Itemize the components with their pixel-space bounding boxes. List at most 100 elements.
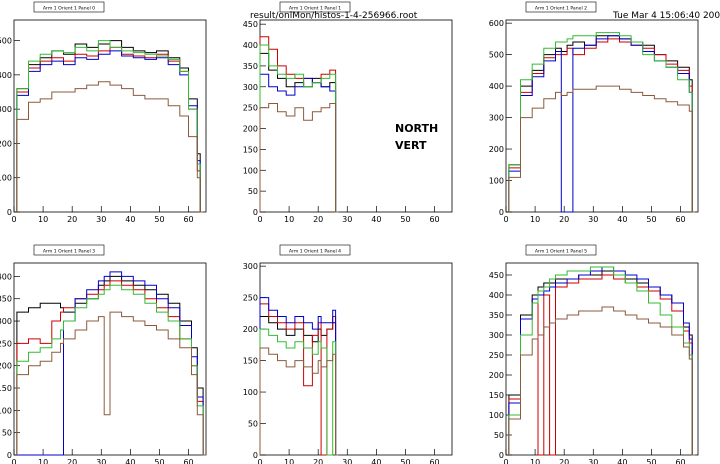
panel-title-4: Arm 1 Orient 1 Panel 4 — [279, 244, 351, 256]
y-tick-label: 100 — [0, 406, 12, 415]
plot-frame — [505, 262, 699, 456]
x-tick-label: 50 — [646, 458, 656, 464]
series-line-3 — [508, 32, 696, 213]
series-line-3 — [259, 44, 339, 213]
x-tick-label: 60 — [429, 215, 439, 224]
series-line-3 — [16, 40, 204, 213]
y-tick-label: 50 — [248, 187, 258, 196]
panel-title-text: Arm 1 Orient 1 Panel 2 — [535, 6, 587, 12]
series-line-0 — [16, 40, 204, 213]
y-tick-label: 350 — [489, 311, 504, 320]
y-tick-label: 0 — [499, 451, 504, 460]
y-tick-label: 250 — [243, 294, 258, 303]
x-tick-label: 10 — [530, 458, 540, 464]
histogram-panel-2: Arm 1 Orient 1 Panel 2 0 100 200 300 400 500 60… — [489, 1, 699, 224]
x-tick-label: 30 — [342, 458, 352, 464]
y-tick-label: 200 — [243, 325, 258, 334]
x-tick-label: 20 — [67, 215, 77, 224]
x-tick-label: 10 — [38, 458, 48, 464]
series-line-0 — [508, 35, 696, 213]
y-tick-label: 400 — [0, 272, 12, 281]
series-line-1 — [16, 46, 204, 213]
y-tick-label: 250 — [0, 339, 12, 348]
y-tick-label: 500 — [489, 51, 504, 60]
timestamp: Tue Mar 4 15:06:40 2008 — [613, 11, 720, 21]
x-tick-label: 0 — [257, 458, 262, 464]
y-tick-label: 0 — [253, 451, 258, 460]
x-tick-label: 20 — [559, 215, 569, 224]
panel-title-text: Arm 1 Orient 1 Panel 5 — [535, 249, 587, 255]
y-tick-label: 450 — [243, 20, 258, 29]
x-tick-label: 40 — [371, 215, 381, 224]
histogram-panel-3: Arm 1 Orient 1 Panel 3050100150200250300… — [0, 244, 207, 464]
y-tick-label: 0 — [499, 208, 504, 217]
x-tick-label: 40 — [617, 458, 627, 464]
y-tick-label: 400 — [0, 71, 12, 80]
y-tick-label: 150 — [489, 391, 504, 400]
series-line-4 — [508, 306, 696, 456]
x-tick-label: 30 — [96, 458, 106, 464]
x-tick-label: 10 — [284, 458, 294, 464]
x-tick-label: 40 — [617, 215, 627, 224]
panel-title-text: Arm 1 Orient 1 Panel 3 — [43, 249, 95, 255]
x-tick-label: 20 — [313, 458, 323, 464]
y-tick-label: 300 — [243, 262, 258, 271]
panel-title-box — [279, 244, 351, 256]
y-tick-label: 300 — [489, 114, 504, 123]
x-tick-label: 40 — [371, 458, 381, 464]
series-line-0 — [259, 52, 339, 213]
x-tick-label: 50 — [646, 215, 656, 224]
x-tick-label: 30 — [96, 215, 106, 224]
y-tick-label: 200 — [489, 145, 504, 154]
panel-title-5: Arm 1 Orient 1 Panel 5 — [525, 244, 597, 256]
panel-title-text: Arm 1 Orient 1 Panel 0 — [43, 6, 95, 12]
series-line-1 — [259, 36, 339, 213]
y-tick-label: 400 — [489, 82, 504, 91]
series-line-4 — [259, 347, 339, 456]
y-tick-label: 300 — [243, 83, 258, 92]
series-line-2 — [16, 271, 206, 456]
y-tick-label: 600 — [489, 19, 504, 28]
arm-label-north: NORTH — [395, 122, 439, 135]
y-tick-label: 100 — [489, 177, 504, 186]
y-tick-label: 200 — [489, 371, 504, 380]
histogram-panel-0: Arm 1 Orient 1 Panel 0 0 100 200 300 400 500 0 1… — [0, 1, 207, 224]
y-tick-label: 250 — [243, 104, 258, 113]
x-tick-label: 30 — [588, 215, 598, 224]
x-tick-label: 0 — [257, 215, 262, 224]
series-line-1 — [16, 280, 206, 456]
series-line-2 — [259, 297, 339, 456]
y-tick-label: 100 — [243, 166, 258, 175]
y-tick-label: 50 — [2, 429, 12, 438]
histogram-panel-1: Arm 1 Orient 1 Panel 1050100150200250300… — [243, 1, 453, 224]
plot-frame — [13, 262, 207, 456]
y-tick-label: 150 — [0, 384, 12, 393]
x-tick-label: 50 — [154, 458, 164, 464]
series-line-4 — [508, 85, 696, 213]
x-tick-label: 10 — [530, 215, 540, 224]
panel-title-box — [33, 244, 105, 256]
plot-frame — [13, 19, 207, 213]
y-tick-label: 0 — [7, 208, 12, 217]
series-line-4 — [16, 81, 204, 213]
y-tick-label: 200 — [243, 125, 258, 134]
x-tick-label: 60 — [183, 215, 193, 224]
y-tick-label: 300 — [489, 331, 504, 340]
x-tick-label: 40 — [125, 458, 135, 464]
file-name: result/onlMon/histos-1-4-256966.root — [250, 11, 418, 21]
plot-frame — [259, 262, 453, 456]
y-tick-label: 400 — [243, 41, 258, 50]
x-tick-label: 60 — [675, 215, 685, 224]
panel-title-box — [525, 244, 597, 256]
x-tick-label: 60 — [429, 458, 439, 464]
histogram-panel-5: Arm 1 Orient 1 Panel 5050100150200250300… — [489, 244, 699, 464]
series-line-4 — [16, 311, 206, 456]
y-tick-label: 50 — [248, 420, 258, 429]
y-tick-label: 0 — [253, 208, 258, 217]
series-line-3 — [508, 266, 696, 456]
panel-title-text: Arm 1 Orient 1 Panel 1 — [289, 6, 341, 12]
panel-title-box — [279, 1, 351, 13]
x-tick-label: 60 — [675, 458, 685, 464]
panel-title-2: Arm 1 Orient 1 Panel 2 — [525, 1, 597, 13]
series-line-1 — [508, 38, 696, 213]
